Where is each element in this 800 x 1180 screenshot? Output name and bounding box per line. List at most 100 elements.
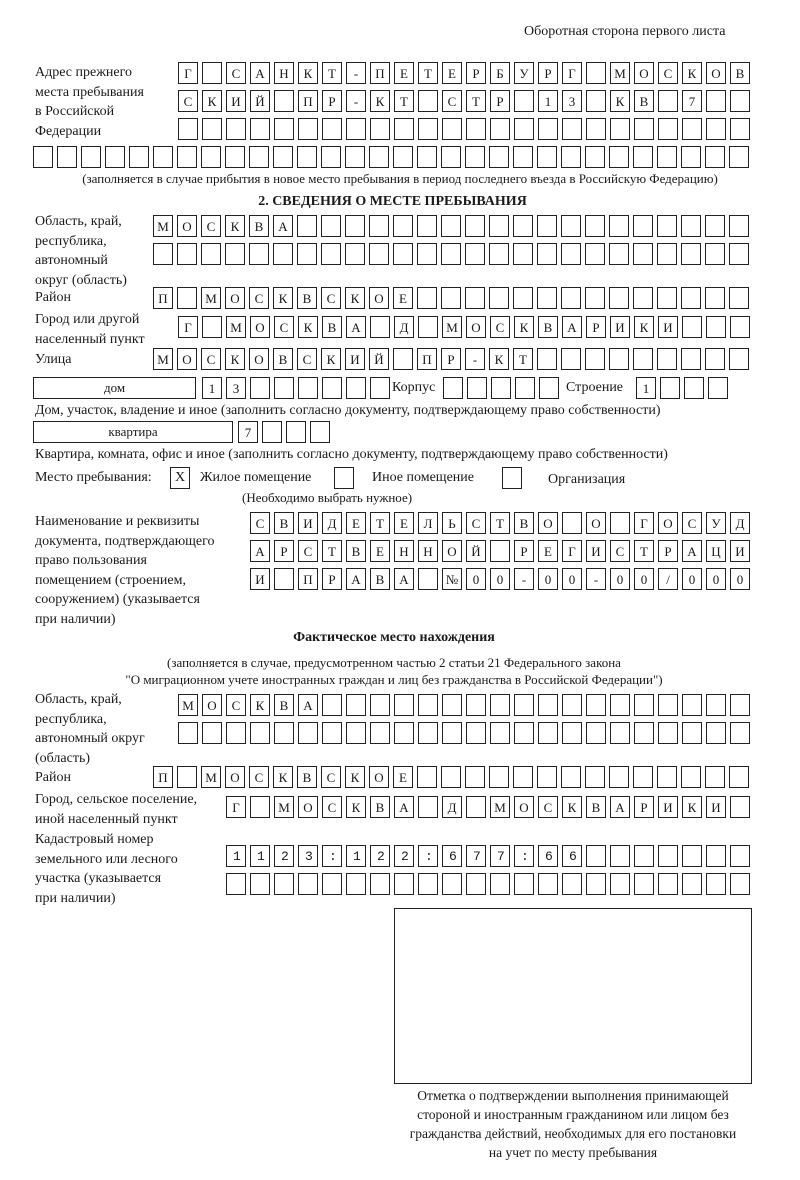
letter-cell[interactable] [561,146,581,168]
letter-cell[interactable]: У [514,62,534,84]
letter-cell[interactable]: Р [658,540,678,562]
letter-cell[interactable]: С [226,62,246,84]
letter-cell[interactable]: - [586,568,606,590]
letter-cell[interactable]: К [562,796,582,818]
letter-cell[interactable] [489,215,509,237]
letter-cell[interactable] [730,316,750,338]
letter-cell[interactable] [586,845,606,867]
letter-cell[interactable] [394,873,414,895]
letter-cell[interactable] [513,766,533,788]
letter-cell[interactable]: - [465,348,485,370]
letter-cell[interactable] [298,845,318,867]
letter-cell[interactable] [226,722,246,744]
letter-cell[interactable]: О [177,215,197,237]
letter-cell[interactable] [297,243,317,265]
letter-cell[interactable] [585,348,605,370]
letter-cell[interactable] [729,243,749,265]
letter-cell[interactable] [585,215,605,237]
letter-cell[interactable]: К [514,316,534,338]
letter-cell[interactable] [681,215,701,237]
letter-cell[interactable]: С [226,694,246,716]
letter-cell[interactable] [706,118,726,140]
letter-cell[interactable] [658,845,678,867]
letter-cell[interactable] [634,845,654,867]
letter-cell[interactable]: С [321,766,341,788]
letter-cell[interactable] [321,215,341,237]
letter-cell[interactable] [514,873,534,895]
letter-cell[interactable]: В [249,215,269,237]
letter-cell[interactable] [345,215,365,237]
letter-cell[interactable] [730,118,750,140]
letter-cell[interactable] [730,845,750,867]
letter-cell[interactable]: Р [322,568,342,590]
letter-cell[interactable] [514,694,534,716]
letter-cell[interactable] [418,568,438,590]
letter-cell[interactable] [321,146,341,168]
house-type-field[interactable]: дом [33,377,196,399]
letter-cell[interactable] [465,146,485,168]
letter-cell[interactable]: Н [274,62,294,84]
letter-cell[interactable] [562,512,582,534]
letter-cell[interactable] [297,215,317,237]
letter-cell[interactable] [274,90,294,112]
letter-cell[interactable] [465,766,485,788]
letter-cell[interactable] [513,215,533,237]
letter-cell[interactable] [610,118,630,140]
letter-cell[interactable] [153,243,173,265]
letter-cell[interactable] [730,873,750,895]
letter-cell[interactable]: С [297,348,317,370]
letter-cell[interactable] [297,146,317,168]
letter-cell[interactable] [513,243,533,265]
letter-cell[interactable] [370,316,390,338]
letter-cell[interactable] [657,215,677,237]
letter-cell[interactable]: Т [466,90,486,112]
letter-cell[interactable]: П [370,62,390,84]
letter-cell[interactable] [178,118,198,140]
letter-cell[interactable] [417,146,437,168]
letter-cell[interactable]: И [250,568,270,590]
letter-cell[interactable]: / [658,568,678,590]
letter-cell[interactable]: К [273,287,293,309]
letter-cell[interactable] [418,118,438,140]
letter-cell[interactable]: С [249,766,269,788]
letter-cell[interactable] [729,766,749,788]
letter-cell[interactable] [537,243,557,265]
letter-cell[interactable]: О [586,512,606,534]
letter-cell[interactable] [345,146,365,168]
letter-cell[interactable] [537,146,557,168]
letter-cell[interactable] [681,348,701,370]
letter-cell[interactable] [418,694,438,716]
letter-cell[interactable] [286,421,306,443]
letter-cell[interactable]: Г [562,540,582,562]
letter-cell[interactable] [609,766,629,788]
letter-cell[interactable]: В [370,796,390,818]
letter-cell[interactable]: Г [178,62,198,84]
letter-cell[interactable]: К [298,316,318,338]
letter-cell[interactable]: Р [586,316,606,338]
letter-cell[interactable] [465,215,485,237]
letter-cell[interactable]: Б [490,62,510,84]
letter-cell[interactable]: В [586,796,606,818]
letter-cell[interactable] [274,873,294,895]
actual-region-row-2[interactable] [178,722,750,744]
letter-cell[interactable]: С [682,512,702,534]
letter-cell[interactable] [274,845,294,867]
letter-cell[interactable]: П [153,766,173,788]
letter-cell[interactable] [586,90,606,112]
letter-cell[interactable] [417,243,437,265]
letter-cell[interactable]: О [369,287,389,309]
letter-cell[interactable] [298,722,318,744]
letter-cell[interactable] [609,287,629,309]
letter-cell[interactable] [393,243,413,265]
letter-cell[interactable] [201,146,221,168]
letter-cell[interactable]: С [490,316,510,338]
letter-cell[interactable]: Ц [706,540,726,562]
letter-cell[interactable]: Р [634,796,654,818]
letter-cell[interactable] [634,873,654,895]
letter-cell[interactable] [705,766,725,788]
letter-cell[interactable]: Е [393,287,413,309]
letter-cell[interactable]: Й [466,540,486,562]
